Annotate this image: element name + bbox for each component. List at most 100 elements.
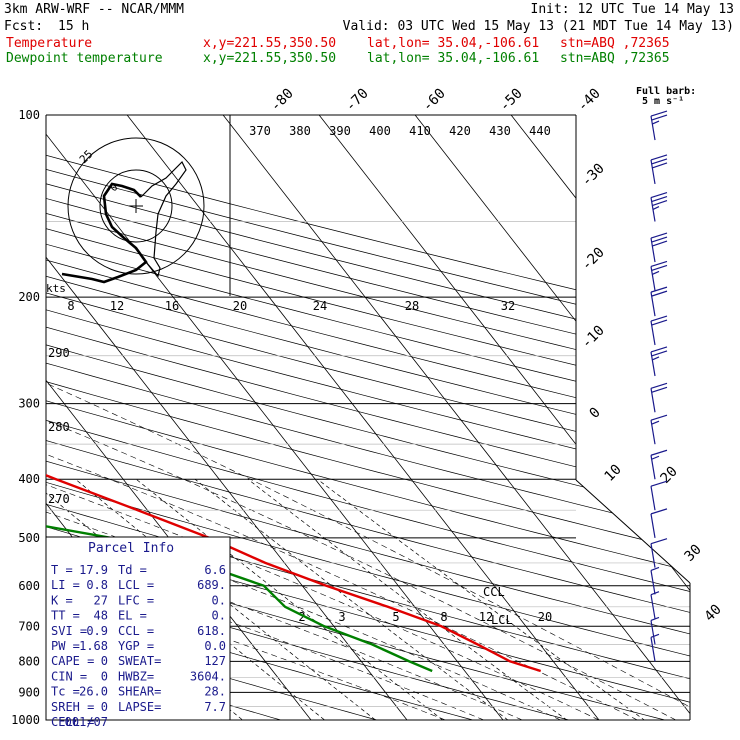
parcel-field-label: PW = bbox=[51, 639, 80, 653]
theta-label: 270 bbox=[48, 492, 70, 506]
mixing-ratio-label: 20 bbox=[538, 610, 552, 624]
parcel-field-label: Tc = bbox=[51, 685, 80, 699]
wind-barb-flag bbox=[651, 158, 668, 165]
parcel-field-value: 6.6 bbox=[204, 563, 226, 577]
parcel-field-value: 0.9 bbox=[86, 624, 108, 638]
hodograph-trace bbox=[140, 160, 187, 278]
wind-barb bbox=[650, 616, 660, 645]
dry-adiabat-line bbox=[46, 115, 690, 720]
isotherm-label: 0 bbox=[587, 405, 604, 422]
parcel-field-value: 689. bbox=[197, 578, 226, 592]
dry-adiabat-line bbox=[46, 115, 690, 720]
legend-temperature-latlon: lat,lon= 35.04,-106.61 bbox=[367, 36, 540, 51]
parcel-field-label: LFC = bbox=[118, 593, 154, 607]
wind-barb-half-flag bbox=[652, 205, 660, 211]
parcel-field-label: CCL = bbox=[118, 624, 154, 638]
theta-e-label: 440 bbox=[529, 124, 551, 138]
mixing-ratio-line bbox=[317, 478, 663, 720]
parcel-field-label: LI = bbox=[51, 578, 80, 592]
wind-barb-flag bbox=[651, 386, 668, 393]
wind-barb-half-flag bbox=[650, 616, 660, 621]
parcel-field-label: HWBZ= bbox=[118, 669, 154, 683]
hodograph-trace bbox=[61, 182, 148, 284]
wind-barb-staff bbox=[650, 513, 656, 538]
mixing-ratio-label: 3 bbox=[338, 610, 345, 624]
wind-barb-flag bbox=[650, 346, 668, 353]
wind-barb-flag bbox=[650, 110, 668, 117]
wind-barb-flag bbox=[652, 240, 668, 247]
legend-dewpoint-name: Dewpoint temperature bbox=[6, 51, 163, 66]
isotherm-label: -20 bbox=[579, 245, 608, 274]
parcel-field-value: 0 bbox=[101, 654, 108, 668]
pressure-tick-label: 200 bbox=[18, 290, 40, 304]
wind-barb-flag bbox=[650, 191, 668, 199]
barb-key-title: Full barb: bbox=[636, 86, 696, 97]
wind-barb bbox=[650, 508, 668, 538]
wind-barb-flag bbox=[650, 382, 668, 389]
parcel-field-value: 0.8 bbox=[86, 578, 108, 592]
moist-adiabat-line bbox=[46, 296, 690, 720]
legend-temperature-name: Temperature bbox=[6, 36, 93, 51]
isotherm-line bbox=[421, 115, 690, 720]
hodograph-speed-tick: 32 bbox=[501, 299, 515, 313]
wind-barb-staff bbox=[650, 637, 656, 662]
parcel-field-value: 3604. bbox=[190, 669, 226, 683]
parcel-field-label: T = bbox=[51, 563, 73, 577]
isotherm-line bbox=[46, 115, 439, 720]
theta-e-label: 380 bbox=[289, 124, 311, 138]
isotherm-label: -50 bbox=[497, 86, 526, 115]
hodograph-speed-tick: 20 bbox=[233, 299, 247, 313]
dry-adiabat-line bbox=[46, 115, 690, 720]
wind-barb-half-flag bbox=[651, 356, 660, 361]
legend-dewpoint-xy: x,y=221.55,350.50 bbox=[203, 51, 337, 66]
parcel-field-value: 618. bbox=[197, 624, 226, 638]
parcel-field-value: 0.0 bbox=[204, 639, 226, 653]
parcel-field-label: SREH = bbox=[51, 700, 94, 714]
hodograph-units-label: kts bbox=[46, 282, 66, 295]
right-axis-diagonal bbox=[575, 479, 691, 584]
lcl-label: LCL bbox=[491, 613, 513, 627]
wind-barb bbox=[650, 286, 668, 317]
wind-barb-flag bbox=[651, 114, 668, 121]
dry-adiabat-line bbox=[46, 115, 690, 720]
hodograph-speed-tick: 12 bbox=[110, 299, 124, 313]
wind-barb-half-flag bbox=[651, 270, 660, 276]
isotherm-line bbox=[46, 115, 343, 720]
hodograph-speed-tick: 28 bbox=[405, 299, 419, 313]
parcel-field-value: 0. bbox=[212, 609, 226, 623]
wind-barb-flag bbox=[651, 264, 668, 272]
mixing-ratio-line bbox=[194, 478, 526, 720]
parcel-field-label: SHEAR= bbox=[118, 685, 161, 699]
parcel-field-label: LAPSE= bbox=[118, 700, 161, 714]
wind-barb-flag bbox=[650, 414, 668, 421]
pressure-tick-label: 800 bbox=[18, 654, 40, 668]
wind-barb-flag bbox=[650, 232, 668, 239]
dry-adiabat-line bbox=[46, 115, 690, 720]
mixing-ratio-label: 2 bbox=[298, 610, 305, 624]
theta-e-label: 370 bbox=[249, 124, 271, 138]
mixing-ratio-label: 5 bbox=[392, 610, 399, 624]
dry-adiabat-line bbox=[46, 115, 690, 720]
isotherm-line bbox=[229, 115, 690, 720]
theta-label: 290 bbox=[48, 346, 70, 360]
pressure-tick-label: 300 bbox=[18, 397, 40, 411]
mixing-ratio-label: 8 bbox=[440, 610, 447, 624]
wind-barb-flag bbox=[651, 236, 668, 243]
hodograph-outer-ring bbox=[67, 137, 205, 275]
dry-adiabat-line bbox=[46, 115, 690, 720]
parcel-info-panel: Parcel Info T = 17.9 Td = 6.6 LI = 0.8 LCL = 689… bbox=[45, 536, 231, 729]
wind-barb-flag bbox=[650, 154, 668, 161]
wind-barb-half-flag bbox=[650, 591, 660, 596]
model-title: 3km ARW-WRF -- NCAR/MMM bbox=[4, 2, 185, 17]
parcel-field-value: 0. bbox=[212, 593, 226, 607]
isotherm-line bbox=[46, 115, 631, 720]
parcel-field-value: 17.9 bbox=[79, 563, 108, 577]
dry-adiabat-line bbox=[46, 115, 690, 720]
parcel-field-label: CAPE = bbox=[51, 654, 94, 668]
dry-adiabat-line bbox=[46, 115, 690, 720]
parcel-field-value: 28. bbox=[204, 685, 226, 699]
wind-barb-flag bbox=[652, 162, 668, 169]
moist-adiabat-line bbox=[46, 296, 446, 720]
pressure-tick-label: 600 bbox=[18, 579, 40, 593]
